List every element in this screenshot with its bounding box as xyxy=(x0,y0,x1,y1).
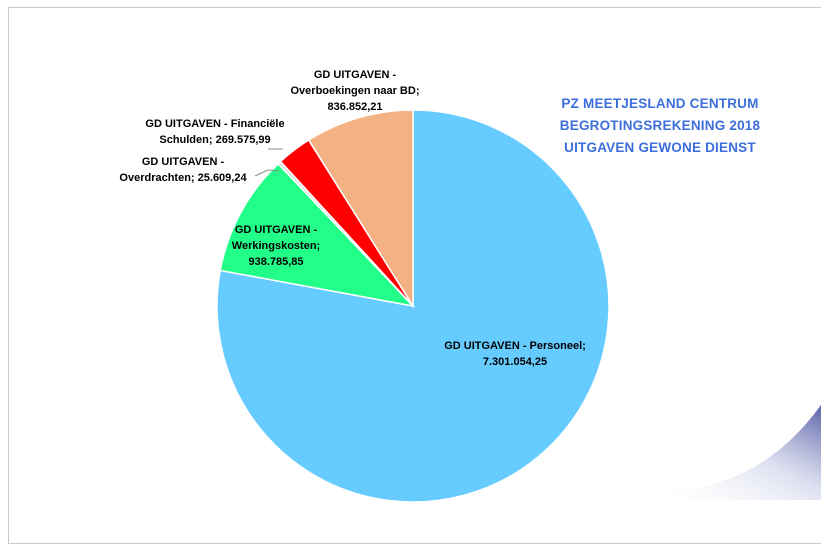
slice-label-overboekingen-line-2: Overboekingen naar BD; xyxy=(290,85,420,97)
pie-slice-personeel xyxy=(216,109,610,503)
slice-label-overdrachten-line-1: GD UITGAVEN - xyxy=(141,156,225,168)
leader-line-overdrachten xyxy=(254,169,269,177)
slice-label-werkingskosten-line-1: GD UITGAVEN - xyxy=(234,224,318,236)
slice-label-personeel-value: 7.301.054,25 xyxy=(482,356,548,368)
pie-slice-werkingskosten xyxy=(219,162,416,308)
chart-title-line-2: BEGROTINGSREKENING 2018 xyxy=(559,118,761,133)
slice-label-werkingskosten-line-2: Werkingskosten; xyxy=(231,240,321,252)
leader-line-overdrachten-2 xyxy=(267,169,280,172)
chart-title-line-3: UITGAVEN GEWONE DIENST xyxy=(564,140,756,155)
slice-label-personeel-line-1: GD UITGAVEN - Personeel; xyxy=(444,340,586,352)
slice-label-financiele-schulden-line-2: Schulden; 269.575,99 xyxy=(159,134,271,146)
slice-label-financiele-schulden: GD UITGAVEN - Financiële Schulden; 269.5… xyxy=(140,116,290,148)
slice-label-personeel: GD UITGAVEN - Personeel; 7.301.054,25 xyxy=(430,338,600,370)
slice-label-overboekingen: GD UITGAVEN - Overboekingen naar BD; 836… xyxy=(270,67,440,115)
pie-slice-overboekingen xyxy=(307,109,414,309)
chart-title: PZ MEETJESLAND CENTRUM BEGROTINGSREKENIN… xyxy=(535,93,785,159)
slice-label-overdrachten: GD UITGAVEN - Overdrachten; 25.609,24 xyxy=(108,154,258,186)
slice-label-overdrachten-line-2: Overdrachten; 25.609,24 xyxy=(119,172,247,184)
chart-title-line-1: PZ MEETJESLAND CENTRUM xyxy=(561,96,759,111)
slice-label-overboekingen-value: 836.852,21 xyxy=(327,101,383,113)
slice-label-werkingskosten-value: 938.785,85 xyxy=(248,256,304,268)
slice-label-werkingskosten: GD UITGAVEN - Werkingskosten; 938.785,85 xyxy=(226,222,326,270)
slice-label-overboekingen-line-1: GD UITGAVEN - xyxy=(313,69,397,81)
corner-swoosh-decoration xyxy=(640,405,821,500)
slice-label-financiele-schulden-line-1: GD UITGAVEN - Financiële xyxy=(145,118,285,130)
